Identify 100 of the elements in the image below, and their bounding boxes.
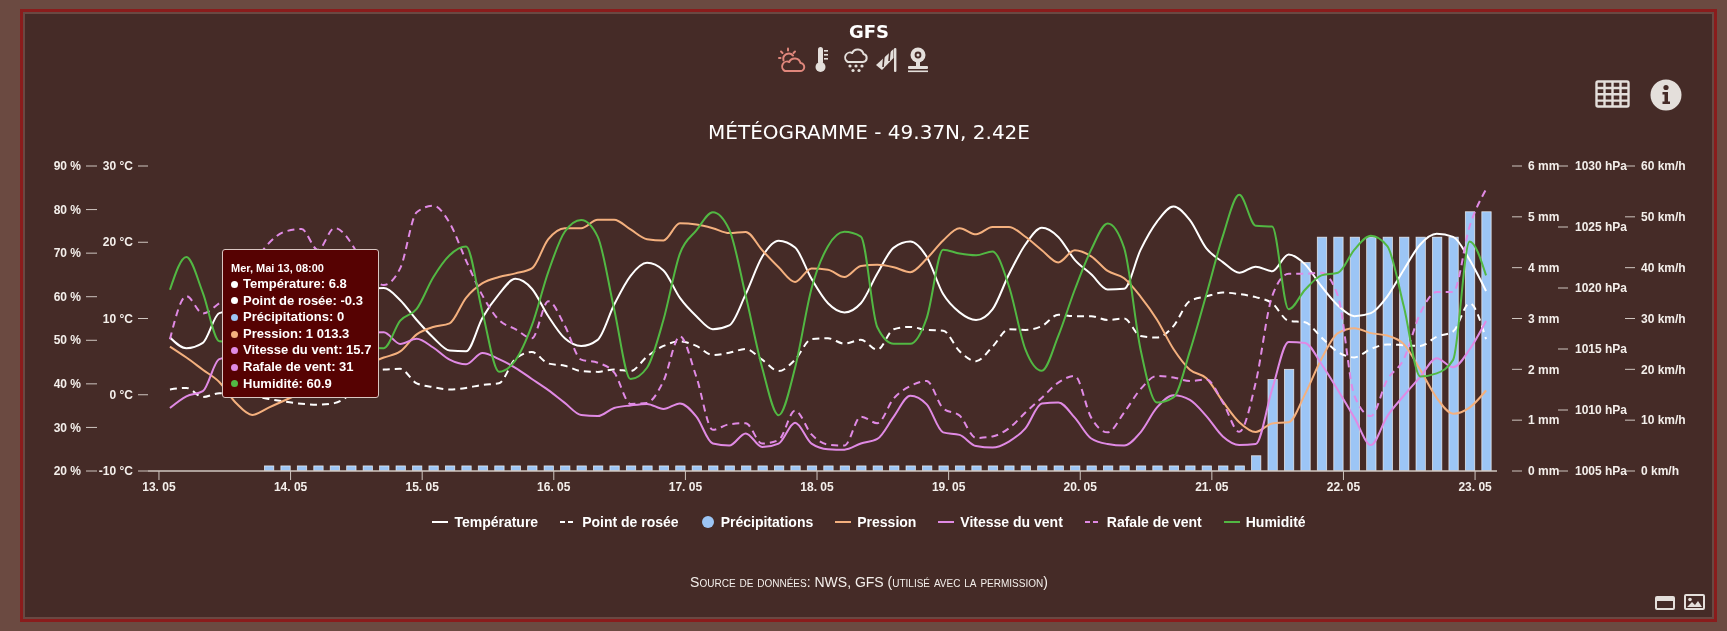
bar bbox=[560, 465, 571, 471]
bar bbox=[1234, 465, 1245, 471]
y2-tick-label: 3 mm bbox=[1528, 311, 1560, 326]
x-tick-label: 13. 05 bbox=[142, 479, 176, 494]
annotation: Pression: 1 013.3 bbox=[243, 325, 350, 343]
bar bbox=[1004, 465, 1015, 471]
bar bbox=[889, 465, 900, 471]
legend-label: Rafale de vent bbox=[1106, 513, 1202, 532]
bar bbox=[806, 465, 818, 471]
y2-tick-label: 20 km/h bbox=[1641, 362, 1686, 377]
y2-tick-label: 2 mm bbox=[1528, 362, 1560, 377]
line-series bbox=[168, 218, 1488, 433]
y2-tick-label: 0 km/h bbox=[1641, 464, 1680, 479]
x-tick-label: 16. 05 bbox=[537, 479, 571, 494]
y3-tick-label: 1005 hPa bbox=[1575, 464, 1628, 479]
y-tick-label: 20 °C bbox=[102, 235, 134, 250]
y-tick-label: 60 % bbox=[53, 289, 82, 304]
bar bbox=[675, 465, 686, 471]
annotation: Mer, Mai 13, 08:00 bbox=[231, 261, 325, 276]
y2-tick-label: 30 km/h bbox=[1641, 311, 1686, 326]
y2-tick-label: 10 km/h bbox=[1641, 413, 1686, 428]
y-tick-label: 50 % bbox=[53, 333, 82, 348]
annotation: Précipitations: 0 bbox=[243, 309, 345, 326]
bar bbox=[379, 465, 390, 471]
bar bbox=[1037, 465, 1048, 471]
bar bbox=[444, 465, 456, 471]
bar bbox=[280, 465, 291, 471]
y3-tick-label: 1015 hPa bbox=[1575, 342, 1628, 357]
annotation: Rafale de vent: 31 bbox=[243, 358, 354, 376]
bar bbox=[1103, 465, 1114, 471]
bar bbox=[1119, 465, 1130, 471]
bar bbox=[362, 465, 373, 471]
bar bbox=[790, 465, 801, 471]
bar bbox=[1218, 465, 1229, 471]
y-tick-label: 70 % bbox=[53, 246, 82, 261]
y2-tick-label: 60 km/h bbox=[1641, 159, 1686, 174]
x-tick-label: 15. 05 bbox=[405, 479, 440, 494]
bar bbox=[938, 465, 949, 471]
y3-tick-label: 1030 hPa bbox=[1575, 159, 1628, 174]
bar bbox=[757, 465, 768, 471]
legend-label: Pression bbox=[857, 513, 917, 532]
bar bbox=[477, 465, 489, 471]
bar bbox=[264, 465, 275, 471]
y2-tick-label: 1 mm bbox=[1528, 413, 1560, 428]
y2-tick-label: 50 km/h bbox=[1641, 210, 1686, 225]
bar bbox=[428, 465, 439, 471]
bar bbox=[313, 465, 324, 471]
legend-label: Précipitations bbox=[720, 513, 814, 532]
bar bbox=[856, 465, 867, 471]
y-tick-label: 20 % bbox=[53, 464, 82, 479]
chart-subtitle: MÉTÉOGRAMME - 49.37N, 2.42E bbox=[708, 120, 1030, 144]
x-tick-label: 19. 05 bbox=[931, 479, 966, 494]
y3-tick-label: 1020 hPa bbox=[1575, 281, 1628, 296]
bar bbox=[1185, 465, 1196, 471]
y2-tick-label: 0 mm bbox=[1528, 464, 1560, 479]
bar bbox=[642, 465, 653, 471]
y-tick-label: -10 °C bbox=[98, 464, 134, 479]
bar bbox=[1086, 465, 1097, 471]
bar bbox=[872, 465, 883, 471]
bar bbox=[395, 465, 406, 471]
legend-label: Température bbox=[454, 513, 539, 532]
bar bbox=[543, 465, 554, 471]
bar bbox=[1152, 465, 1163, 471]
bar bbox=[691, 465, 702, 471]
bar bbox=[1135, 465, 1147, 471]
y3-tick-label: 1010 hPa bbox=[1575, 403, 1628, 418]
y2-tick-label: 5 mm bbox=[1528, 210, 1560, 225]
y2-tick-label: 40 km/h bbox=[1641, 260, 1686, 275]
bar bbox=[922, 465, 933, 471]
bar bbox=[1053, 465, 1064, 471]
bar bbox=[609, 465, 620, 471]
bar bbox=[576, 465, 587, 471]
y2-tick-label: 4 mm bbox=[1528, 260, 1560, 275]
y2-tick-label: 6 mm bbox=[1528, 159, 1560, 174]
y3-tick-label: 1025 hPa bbox=[1575, 220, 1628, 235]
bar bbox=[461, 465, 472, 471]
bar bbox=[510, 465, 521, 471]
bar bbox=[741, 465, 752, 471]
x-tick-label: 23. 05 bbox=[1458, 479, 1493, 494]
bar bbox=[954, 465, 966, 471]
y-tick-label: 90 % bbox=[53, 159, 82, 174]
legend-label: Vitesse du vent bbox=[960, 513, 1063, 532]
bar bbox=[1283, 368, 1295, 471]
bar bbox=[1251, 455, 1262, 471]
source-note: Source de données: NWS, GFS (utilisé avec la permission) bbox=[690, 574, 1048, 590]
y-tick-label: 30 % bbox=[53, 420, 82, 435]
legend-label: Point de rosée bbox=[582, 513, 679, 532]
bar bbox=[839, 465, 850, 471]
bar bbox=[1168, 465, 1180, 471]
bar bbox=[593, 465, 604, 471]
y-tick-label: 0 °C bbox=[109, 387, 134, 402]
bar bbox=[1201, 465, 1212, 471]
y-tick-label: 80 % bbox=[53, 202, 82, 217]
bar bbox=[412, 465, 423, 471]
chart-title: GFS bbox=[848, 21, 890, 42]
y-tick-label: 40 % bbox=[53, 377, 82, 392]
bar bbox=[494, 465, 505, 471]
bar bbox=[987, 465, 999, 471]
x-tick-label: 14. 05 bbox=[273, 479, 308, 494]
bar bbox=[1267, 379, 1278, 471]
